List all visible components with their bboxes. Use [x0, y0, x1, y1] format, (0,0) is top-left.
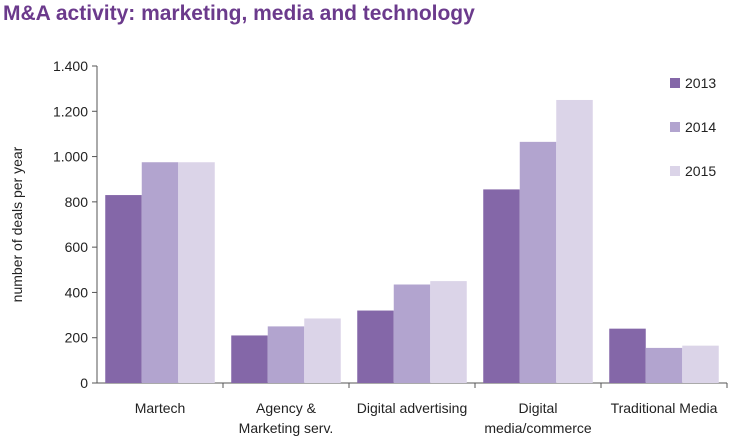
- y-tick-label: 200: [65, 330, 89, 346]
- y-tick-label: 1.200: [53, 103, 88, 119]
- bar-2014: [645, 347, 683, 383]
- bar-2015: [430, 281, 467, 383]
- x-category-label: Marketing serv.: [239, 420, 334, 436]
- y-tick-label: 0: [80, 375, 88, 391]
- y-tick-label: 800: [65, 194, 89, 210]
- bar-2015: [556, 99, 593, 383]
- legend-label-2015: 2015: [685, 163, 716, 179]
- legend-swatch-2013: [670, 78, 680, 88]
- legend: 2013 2014 2015: [670, 75, 716, 179]
- y-axis-label: number of deals per year: [9, 146, 25, 302]
- bar-2013: [483, 189, 520, 383]
- bar-2015: [178, 162, 215, 383]
- y-tick-label: 1.400: [53, 58, 88, 74]
- bar-2013: [609, 328, 646, 383]
- legend-label-2013: 2013: [685, 75, 716, 91]
- bar-2014: [141, 162, 179, 383]
- bar-2013: [357, 310, 394, 383]
- page-title: M&A activity: marketing, media and techn…: [3, 2, 475, 25]
- bar-2013: [105, 195, 142, 383]
- y-axis-label-group: number of deals per year: [9, 146, 25, 302]
- bar-2014: [393, 284, 431, 383]
- x-category-label: media/commerce: [484, 420, 592, 436]
- x-category-label: Digital: [519, 400, 558, 416]
- y-tick-label: 400: [65, 284, 89, 300]
- bar-2014: [267, 326, 305, 383]
- x-axis-categories: Martech Agency & Marketing serv. Digital ad…: [135, 400, 718, 436]
- x-category-label: Digital advertising: [357, 400, 468, 416]
- legend-swatch-2014: [670, 122, 680, 132]
- x-category-label: Martech: [135, 400, 186, 416]
- bar-2015: [304, 318, 341, 383]
- bar-2013: [231, 335, 268, 383]
- legend-label-2014: 2014: [685, 119, 716, 135]
- bar-2014: [519, 141, 557, 383]
- x-category-label: Traditional Media: [611, 400, 718, 416]
- bar-2015: [682, 345, 719, 383]
- y-tick-label: 600: [65, 239, 89, 255]
- x-category-label: Agency &: [256, 400, 317, 416]
- y-tick-label: 1.000: [53, 149, 88, 165]
- bars: [105, 99, 719, 383]
- legend-swatch-2015: [670, 166, 680, 176]
